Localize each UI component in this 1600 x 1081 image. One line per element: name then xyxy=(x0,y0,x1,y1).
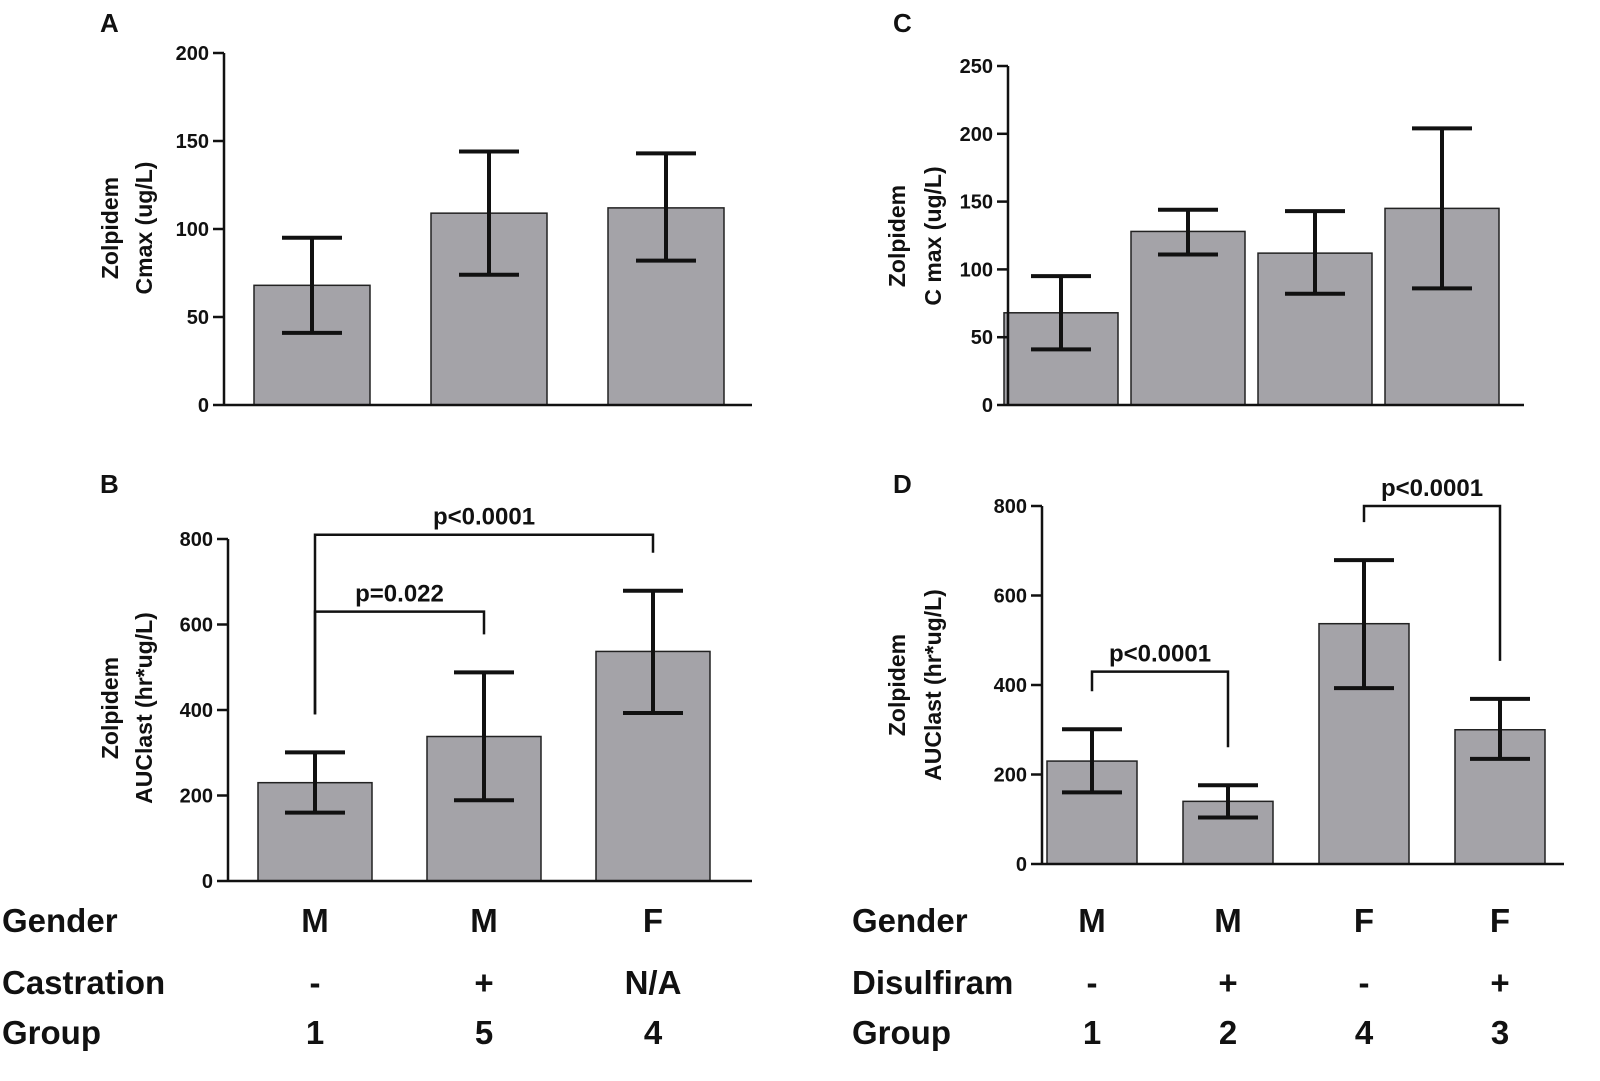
row-label-group: Group xyxy=(2,1014,101,1051)
y-tick-label: 0 xyxy=(982,395,993,417)
table-cell: - xyxy=(1087,964,1098,1001)
table-cell: F xyxy=(1354,902,1374,939)
significance-bracket xyxy=(1362,504,1502,661)
table-cell: + xyxy=(1218,964,1237,1001)
table-cell: M xyxy=(301,902,329,939)
table-cell: M xyxy=(1078,902,1106,939)
row-label-castration: Castration xyxy=(2,964,165,1001)
table-cell: 4 xyxy=(1355,1014,1374,1051)
row-label-gender: Gender xyxy=(852,902,968,939)
table-cell: F xyxy=(1490,902,1510,939)
y-tick-label: 100 xyxy=(960,259,993,281)
p-value-label: p<0.0001 xyxy=(1381,475,1483,502)
panel-letter: B xyxy=(100,469,119,499)
bar xyxy=(1130,230,1246,406)
table-cell: - xyxy=(310,964,321,1001)
panel-d: D 0 200 400 600 800 Zolpidem AUClast (hr*ug/L) p… xyxy=(884,469,1564,876)
table-cell: M xyxy=(1214,902,1242,939)
p-value-label: p<0.0001 xyxy=(1109,641,1211,668)
y-axis-label: Cmax (ug/L) xyxy=(131,162,157,295)
y-axis-label: C max (ug/L) xyxy=(920,166,946,305)
table-cell: N/A xyxy=(625,964,682,1001)
significance-bracket xyxy=(313,610,486,715)
y-tick-label: 400 xyxy=(994,675,1027,697)
y-tick-label: 0 xyxy=(1016,854,1027,876)
table-cell: M xyxy=(470,902,498,939)
y-axis-label: Zolpidem xyxy=(97,657,123,759)
y-tick-label: 800 xyxy=(180,529,213,551)
table-cell: F xyxy=(643,902,663,939)
y-tick-label: 600 xyxy=(994,586,1027,608)
table-cell: 1 xyxy=(306,1014,324,1051)
row-label-group: Group xyxy=(852,1014,951,1051)
panel-c: C 0 50 100 150 200 250 Zolpidem C max (ug/L) xyxy=(884,8,1524,417)
table-cell: - xyxy=(1359,964,1370,1001)
table-cell: 2 xyxy=(1219,1014,1237,1051)
y-tick-label: 200 xyxy=(994,765,1027,787)
y-tick-label: 600 xyxy=(180,615,213,637)
y-tick-label: 800 xyxy=(994,496,1027,518)
y-axis-label: Zolpidem xyxy=(884,185,910,287)
y-axis-label: AUClast (hr*ug/L) xyxy=(131,612,157,804)
y-tick-label: 400 xyxy=(180,700,213,722)
panel-letter: C xyxy=(893,8,912,38)
table-cell: 4 xyxy=(644,1014,663,1051)
table-cell: 5 xyxy=(475,1014,493,1051)
y-tick-label: 0 xyxy=(198,395,209,417)
y-tick-label: 250 xyxy=(960,56,993,78)
panel-letter: D xyxy=(893,469,912,499)
y-tick-label: 200 xyxy=(176,43,209,65)
table-cell: 1 xyxy=(1083,1014,1101,1051)
y-tick-label: 200 xyxy=(180,786,213,808)
row-label-gender: Gender xyxy=(2,902,118,939)
table-cell: + xyxy=(474,964,493,1001)
table-cell: 3 xyxy=(1491,1014,1509,1051)
table-left: Gender M M F Castration - + N/A Group 1 5 4 xyxy=(2,902,681,1051)
significance-bracket xyxy=(1090,670,1230,748)
table-cell: + xyxy=(1490,964,1509,1001)
y-tick-label: 50 xyxy=(971,327,993,349)
y-tick-label: 50 xyxy=(187,307,209,329)
panel-b: B 0 200 400 600 800 Zolpidem AUClast (hr*ug/L) p… xyxy=(97,469,752,893)
p-value-label: p=0.022 xyxy=(355,581,444,608)
y-axis-label: AUClast (hr*ug/L) xyxy=(920,589,946,781)
y-axis-label: Zolpidem xyxy=(97,177,123,279)
y-tick-label: 100 xyxy=(176,219,209,241)
y-tick-label: 200 xyxy=(960,124,993,146)
y-tick-label: 0 xyxy=(202,871,213,893)
p-value-label: p<0.0001 xyxy=(433,504,535,531)
panel-a: A 0 50 100 150 200 Zolpidem Cmax (ug/L) xyxy=(97,8,752,417)
y-axis-label: Zolpidem xyxy=(884,634,910,736)
y-tick-label: 150 xyxy=(960,192,993,214)
y-tick-label: 150 xyxy=(176,131,209,153)
panel-letter: A xyxy=(100,8,119,38)
row-label-disulfiram: Disulfiram xyxy=(852,964,1013,1001)
table-right: Gender M M F F Disulfiram - + - + Group 1 2 4 3 xyxy=(852,902,1510,1051)
